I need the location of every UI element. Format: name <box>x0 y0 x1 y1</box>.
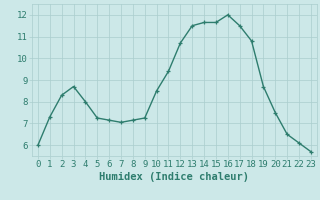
X-axis label: Humidex (Indice chaleur): Humidex (Indice chaleur) <box>100 172 249 182</box>
